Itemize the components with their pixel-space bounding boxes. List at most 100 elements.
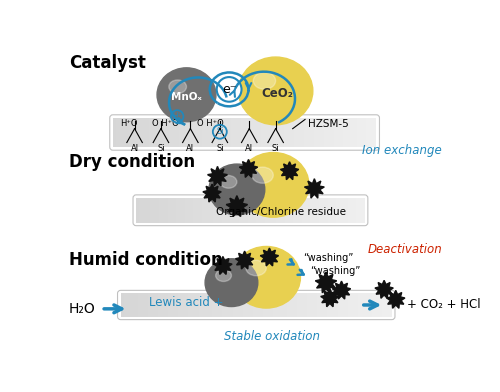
Bar: [202, 118, 205, 147]
Bar: [219, 294, 222, 317]
Bar: [324, 118, 327, 147]
Text: + CO₂ + HCl: + CO₂ + HCl: [408, 298, 481, 312]
Bar: [172, 294, 175, 317]
Bar: [273, 294, 276, 317]
Bar: [188, 294, 192, 317]
Text: O H⁺O: O H⁺O: [196, 119, 224, 128]
Bar: [354, 118, 356, 147]
Bar: [284, 118, 288, 147]
Text: Deactivation: Deactivation: [368, 243, 442, 256]
Bar: [139, 118, 142, 147]
Bar: [120, 118, 123, 147]
Bar: [290, 198, 294, 223]
Bar: [338, 294, 341, 317]
Bar: [328, 198, 330, 223]
Bar: [185, 294, 188, 317]
Bar: [164, 294, 168, 317]
Polygon shape: [375, 280, 394, 298]
Bar: [268, 198, 270, 223]
Bar: [290, 294, 294, 317]
Bar: [284, 294, 287, 317]
Bar: [178, 294, 182, 317]
Bar: [359, 198, 362, 223]
Text: Si: Si: [216, 127, 224, 136]
Text: Ion exchange: Ion exchange: [362, 144, 442, 157]
Bar: [375, 294, 378, 317]
Bar: [162, 294, 164, 317]
Bar: [334, 294, 338, 317]
Text: Al: Al: [130, 144, 138, 153]
Bar: [294, 118, 298, 147]
Bar: [195, 294, 198, 317]
Bar: [348, 294, 351, 317]
Bar: [116, 118, 119, 147]
Bar: [382, 294, 385, 317]
Bar: [132, 118, 136, 147]
Bar: [274, 118, 278, 147]
Bar: [246, 294, 250, 317]
Bar: [344, 118, 346, 147]
Text: HZSM-5: HZSM-5: [308, 120, 349, 129]
Bar: [299, 198, 302, 223]
Bar: [146, 118, 149, 147]
Bar: [242, 198, 244, 223]
Bar: [176, 198, 179, 223]
Bar: [300, 294, 304, 317]
Bar: [270, 294, 273, 317]
Bar: [174, 198, 176, 223]
Bar: [290, 118, 294, 147]
Bar: [300, 118, 304, 147]
Polygon shape: [320, 289, 339, 307]
Bar: [271, 118, 274, 147]
Bar: [304, 118, 307, 147]
Bar: [373, 118, 376, 147]
Bar: [224, 198, 228, 223]
Bar: [148, 198, 150, 223]
Text: H⁺: H⁺: [172, 112, 182, 121]
Bar: [296, 198, 299, 223]
Bar: [270, 198, 274, 223]
Bar: [314, 118, 317, 147]
Bar: [362, 294, 365, 317]
Bar: [251, 118, 254, 147]
Text: H₂O: H₂O: [68, 302, 96, 316]
Bar: [124, 294, 128, 317]
Bar: [276, 294, 280, 317]
Bar: [294, 198, 296, 223]
Bar: [278, 118, 281, 147]
Bar: [268, 118, 271, 147]
Bar: [365, 294, 368, 317]
Bar: [337, 118, 340, 147]
Bar: [232, 294, 236, 317]
Bar: [210, 198, 214, 223]
Bar: [168, 198, 170, 223]
Polygon shape: [304, 179, 324, 198]
Bar: [320, 118, 324, 147]
Bar: [316, 198, 319, 223]
Bar: [370, 118, 373, 147]
Bar: [228, 118, 232, 147]
Bar: [346, 118, 350, 147]
Text: Al: Al: [245, 144, 254, 153]
Text: CeO₂: CeO₂: [261, 87, 293, 100]
Bar: [288, 118, 290, 147]
Bar: [236, 294, 240, 317]
Text: Catalyst: Catalyst: [68, 54, 146, 72]
Bar: [318, 294, 320, 317]
Bar: [330, 198, 334, 223]
Ellipse shape: [205, 259, 258, 307]
Text: H⁺O: H⁺O: [120, 119, 138, 128]
Bar: [168, 294, 172, 317]
Bar: [209, 294, 212, 317]
Bar: [341, 294, 344, 317]
Bar: [310, 294, 314, 317]
Bar: [190, 198, 194, 223]
Text: “washing”: “washing”: [303, 253, 353, 263]
Bar: [250, 294, 253, 317]
Bar: [334, 118, 337, 147]
Bar: [256, 198, 259, 223]
Bar: [248, 118, 251, 147]
Bar: [214, 198, 216, 223]
Bar: [260, 294, 263, 317]
Bar: [138, 294, 141, 317]
